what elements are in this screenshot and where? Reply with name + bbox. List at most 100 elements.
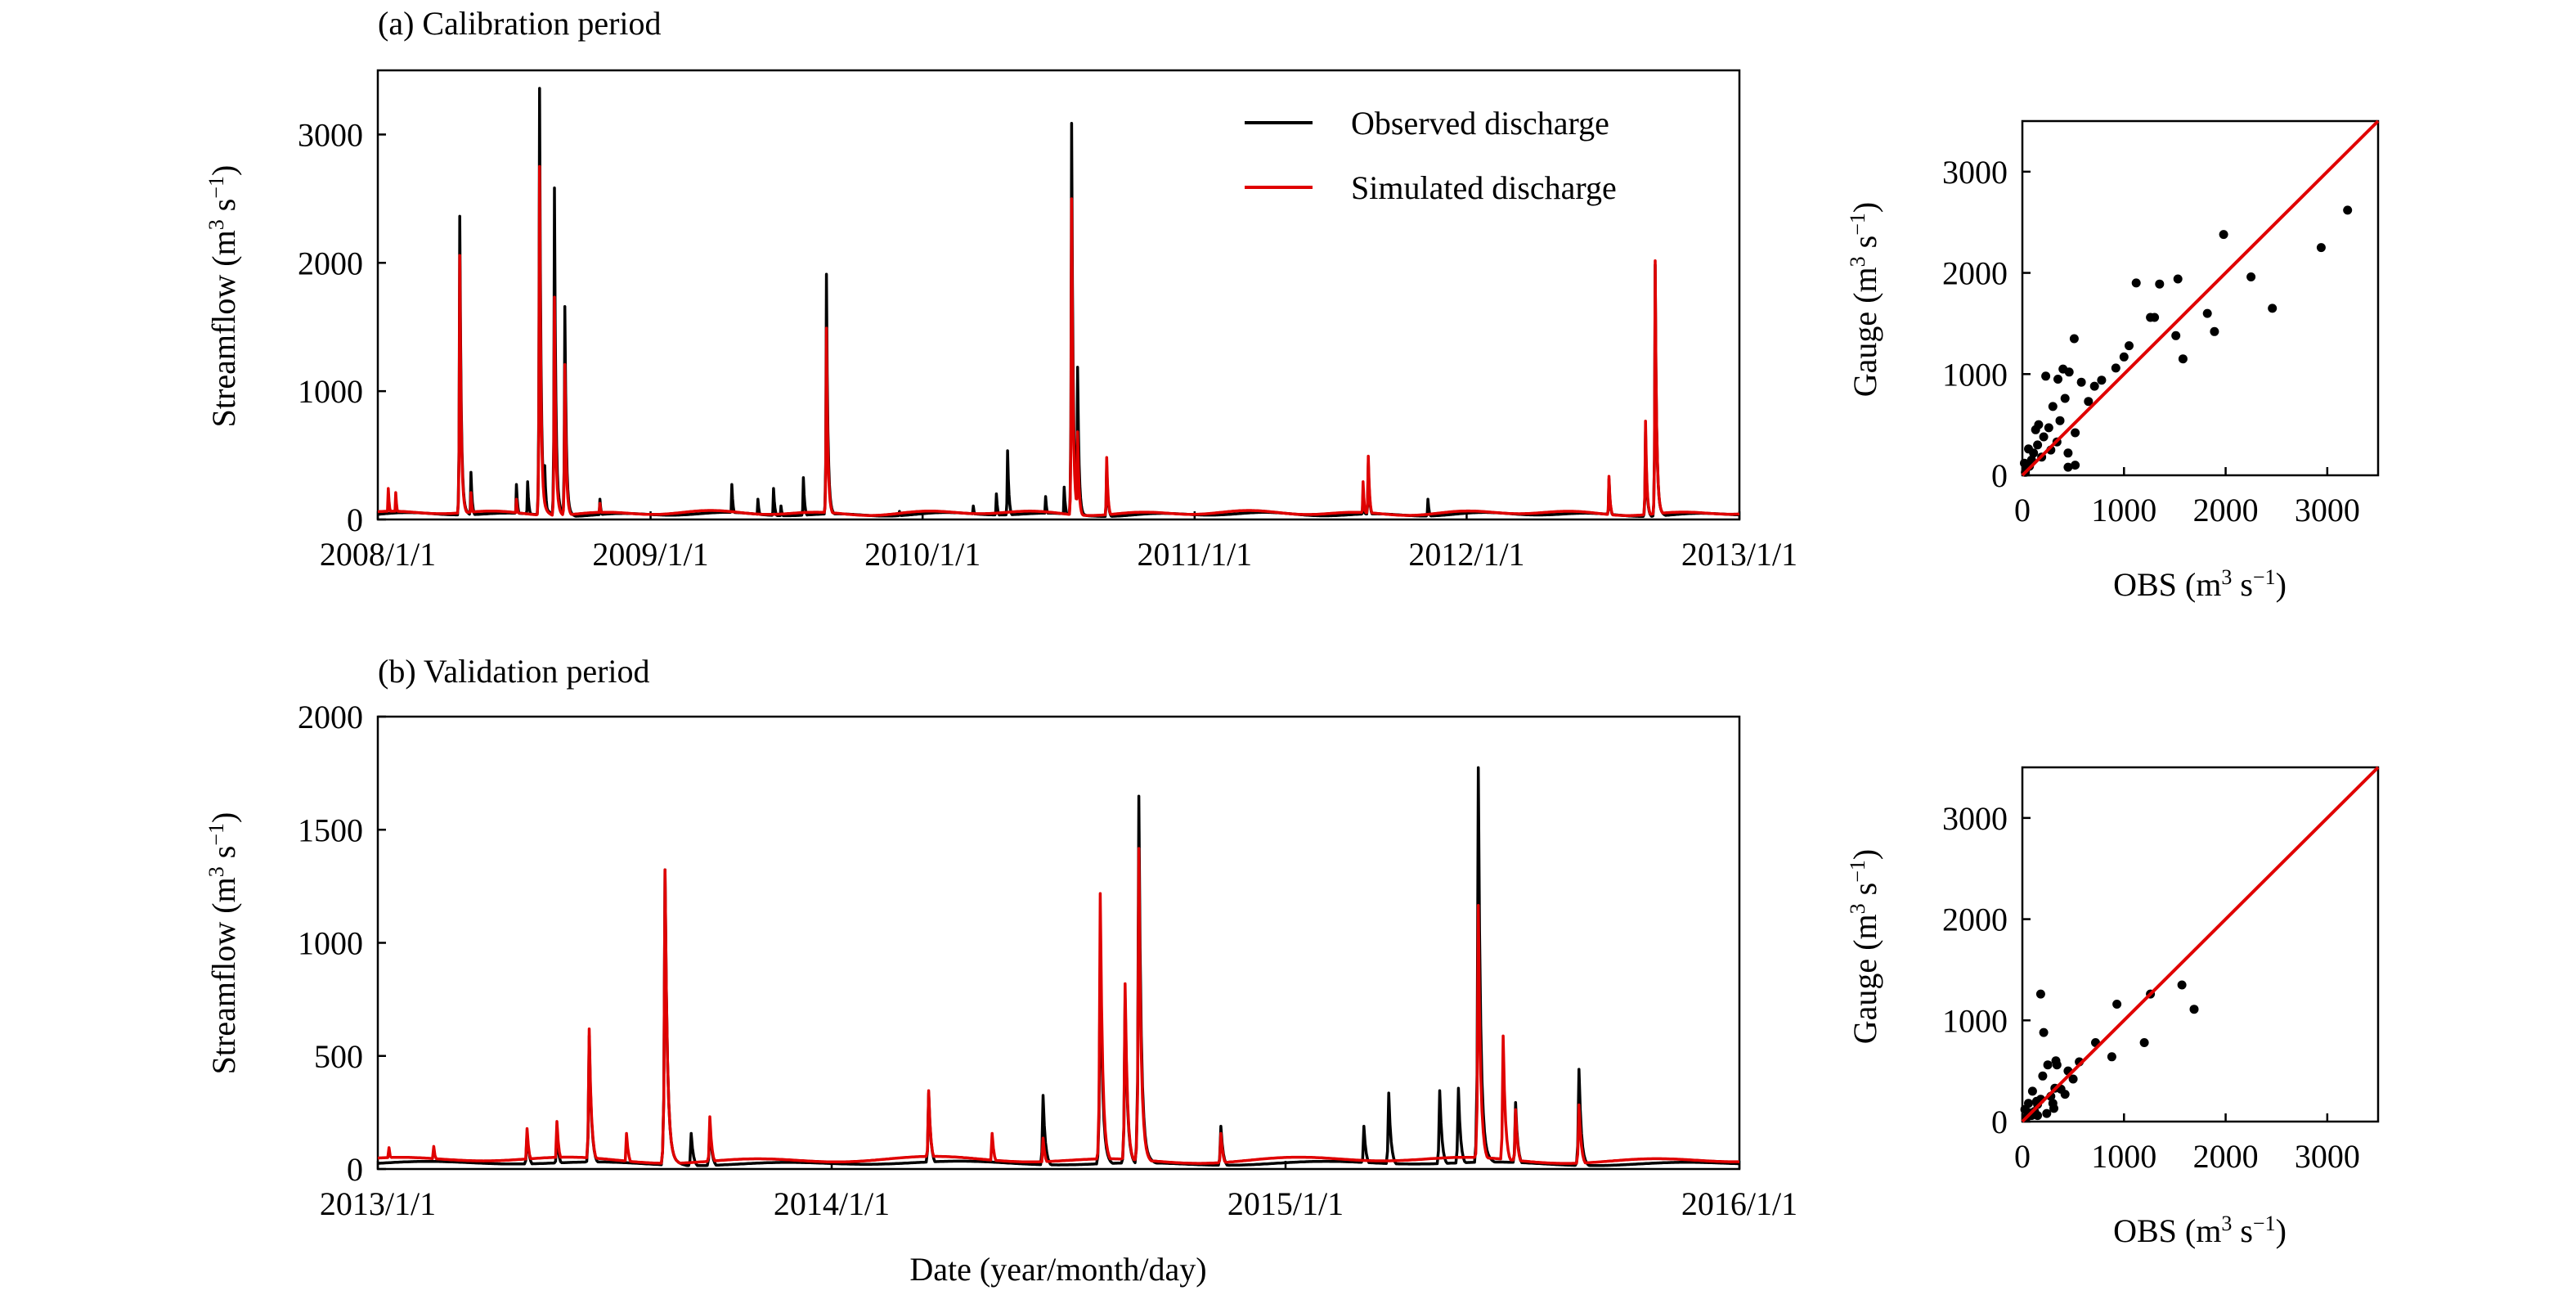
- scatter-point: [2202, 308, 2212, 318]
- scatter-point: [2027, 1086, 2037, 1096]
- panel-a-y-axis-title: Streamflow (m3 s−1): [204, 165, 242, 428]
- scatter-point: [2042, 1108, 2052, 1118]
- scatter-point: [2033, 440, 2043, 450]
- x-tick-label: 2014/1/1: [774, 1185, 890, 1222]
- x-axis-title: Date (year/month/day): [909, 1251, 1206, 1288]
- y-tick-label: 3000: [1942, 154, 2008, 191]
- scatter-point: [2020, 458, 2029, 468]
- one-to-one-line: [2021, 766, 2380, 1123]
- scatter-a-frame: [2021, 119, 2380, 477]
- legend: Observed discharge Simulated discharge: [1245, 105, 1617, 206]
- scatter-point: [2052, 1060, 2062, 1070]
- x-tick-label: 3000: [2295, 1138, 2360, 1175]
- panel-b-observed-series: [377, 766, 1740, 1167]
- scatter-point: [2119, 352, 2129, 362]
- panel-a-frame: [376, 69, 1741, 521]
- y-tick-label: 0: [1991, 457, 2008, 494]
- scatter-point: [2131, 278, 2141, 288]
- validation-timeseries-panel: (b) Validation period 2013/1/1 2014/1/1 20…: [204, 653, 1797, 1288]
- panel-b-frame: [376, 715, 1741, 1171]
- x-tick-label: 0: [2014, 1138, 2031, 1175]
- scatter-point: [2155, 279, 2165, 289]
- panel-a-title: (a) Calibration period: [378, 5, 662, 42]
- scatter-point: [2268, 304, 2278, 313]
- panel-b-ticks: 2013/1/1 2014/1/1 2015/1/1 2016/1/1 0 500 1000…: [298, 699, 1797, 1222]
- y-tick-label: 1000: [298, 925, 363, 962]
- panel-b-title: (b) Validation period: [378, 653, 650, 690]
- scatter-point: [2246, 272, 2256, 281]
- y-tick-label: 1500: [298, 812, 363, 848]
- x-tick-label: 2011/1/1: [1137, 536, 1252, 573]
- y-tick-label: 0: [1991, 1104, 2008, 1140]
- x-tick-label: 2008/1/1: [320, 536, 436, 573]
- scatter-point: [2044, 423, 2053, 433]
- scatter-point: [2055, 416, 2065, 425]
- scatter-point: [2111, 363, 2120, 373]
- calibration-timeseries-panel: (a) Calibration period 2008/1/1 2009/1/1 2…: [204, 5, 1797, 573]
- scatter-point: [2068, 1074, 2078, 1084]
- x-tick-label: 1000: [2091, 1138, 2156, 1175]
- x-tick-label: 2016/1/1: [1681, 1185, 1797, 1222]
- scatter-point: [2189, 1005, 2199, 1014]
- scatter-a-ticks: 0 1000 2000 3000 0 1000 2000 3000: [1942, 154, 2360, 528]
- scatter-point: [2035, 989, 2045, 999]
- y-tick-label: 3000: [1942, 800, 2008, 837]
- scatter-b-frame: [2021, 766, 2380, 1123]
- scatter-b-points: [2020, 766, 2380, 1123]
- y-tick-label: 3000: [298, 116, 363, 153]
- y-tick-label: 2000: [298, 699, 363, 735]
- observed-discharge-line: [377, 766, 1740, 1167]
- y-tick-label: 1000: [298, 373, 363, 410]
- scatter-point: [2219, 230, 2228, 240]
- y-tick-label: 2000: [1942, 255, 2008, 292]
- panel-a-simulated-series: [377, 164, 1740, 517]
- scatter-point: [2039, 1027, 2049, 1037]
- y-tick-label: 0: [347, 501, 363, 538]
- scatter-b-y-axis-title: Gauge (m3 s−1): [1846, 849, 1883, 1044]
- scatter-a-points: [2020, 119, 2380, 477]
- y-tick-label: 2000: [298, 245, 363, 281]
- one-to-one-line: [2021, 119, 2380, 477]
- scatter-point: [2343, 205, 2353, 215]
- y-tick-label: 1000: [1942, 1002, 2008, 1039]
- x-tick-label: 1000: [2091, 492, 2156, 528]
- scatter-b-x-axis-title: OBS (m3 s−1): [2113, 1212, 2287, 1249]
- x-tick-label: 0: [2014, 492, 2031, 528]
- scatter-point: [2063, 462, 2073, 472]
- scatter-point: [2048, 1099, 2058, 1108]
- y-tick-label: 500: [314, 1038, 363, 1075]
- x-tick-label: 2013/1/1: [1681, 536, 1797, 573]
- scatter-point: [2071, 461, 2080, 470]
- x-tick-label: 2012/1/1: [1408, 536, 1524, 573]
- scatter-point: [2178, 354, 2188, 364]
- panel-a-observed-series: [377, 87, 1740, 518]
- scatter-point: [2316, 243, 2326, 253]
- scatter-point: [2076, 377, 2086, 387]
- simulated-discharge-line: [377, 164, 1740, 517]
- scatter-point: [2084, 397, 2094, 407]
- scatter-point: [2034, 420, 2044, 429]
- legend-observed-label: Observed discharge: [1351, 105, 1609, 142]
- x-tick-label: 2013/1/1: [320, 1185, 436, 1222]
- scatter-point: [2048, 402, 2058, 411]
- scatter-point: [2033, 1111, 2043, 1121]
- scatter-point: [2112, 1000, 2122, 1009]
- scatter-point: [2039, 432, 2049, 442]
- scatter-point: [2043, 1060, 2053, 1070]
- scatter-point: [2089, 381, 2099, 391]
- scatter-point: [2177, 980, 2187, 990]
- scatter-point: [2024, 1099, 2033, 1108]
- scatter-point: [2171, 330, 2181, 340]
- scatter-point: [2071, 428, 2080, 438]
- x-tick-label: 2000: [2193, 492, 2259, 528]
- scatter-point: [2146, 313, 2156, 322]
- panel-b-y-axis-title: Streamflow (m3 s−1): [204, 812, 242, 1075]
- y-tick-label: 1000: [1942, 356, 2008, 393]
- scatter-a-y-axis-title: Gauge (m3 s−1): [1846, 202, 1883, 397]
- y-tick-label: 0: [347, 1151, 363, 1188]
- scatter-point: [2069, 334, 2079, 344]
- observed-discharge-line: [377, 87, 1740, 518]
- y-tick-label: 2000: [1942, 902, 2008, 938]
- scatter-point: [2125, 341, 2134, 351]
